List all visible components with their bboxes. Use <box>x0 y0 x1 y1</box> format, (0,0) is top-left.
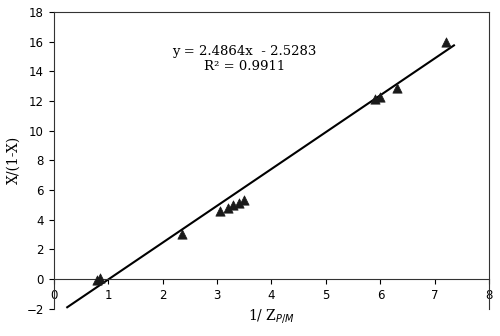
Point <box>230 202 237 208</box>
Point <box>240 198 248 203</box>
Point <box>178 232 186 237</box>
Point <box>371 97 379 102</box>
Point <box>93 278 101 283</box>
Text: y = 2.4864x  - 2.5283
R² = 0.9911: y = 2.4864x - 2.5283 R² = 0.9911 <box>172 45 316 73</box>
Point <box>393 85 401 90</box>
Point <box>96 276 104 281</box>
Point <box>442 39 450 44</box>
Point <box>235 201 243 206</box>
Point <box>224 205 232 210</box>
X-axis label: 1/ Z$_{P/M}$: 1/ Z$_{P/M}$ <box>248 307 295 325</box>
Y-axis label: X/(1-X): X/(1-X) <box>7 136 21 184</box>
Point <box>376 94 384 99</box>
Point <box>216 208 224 213</box>
